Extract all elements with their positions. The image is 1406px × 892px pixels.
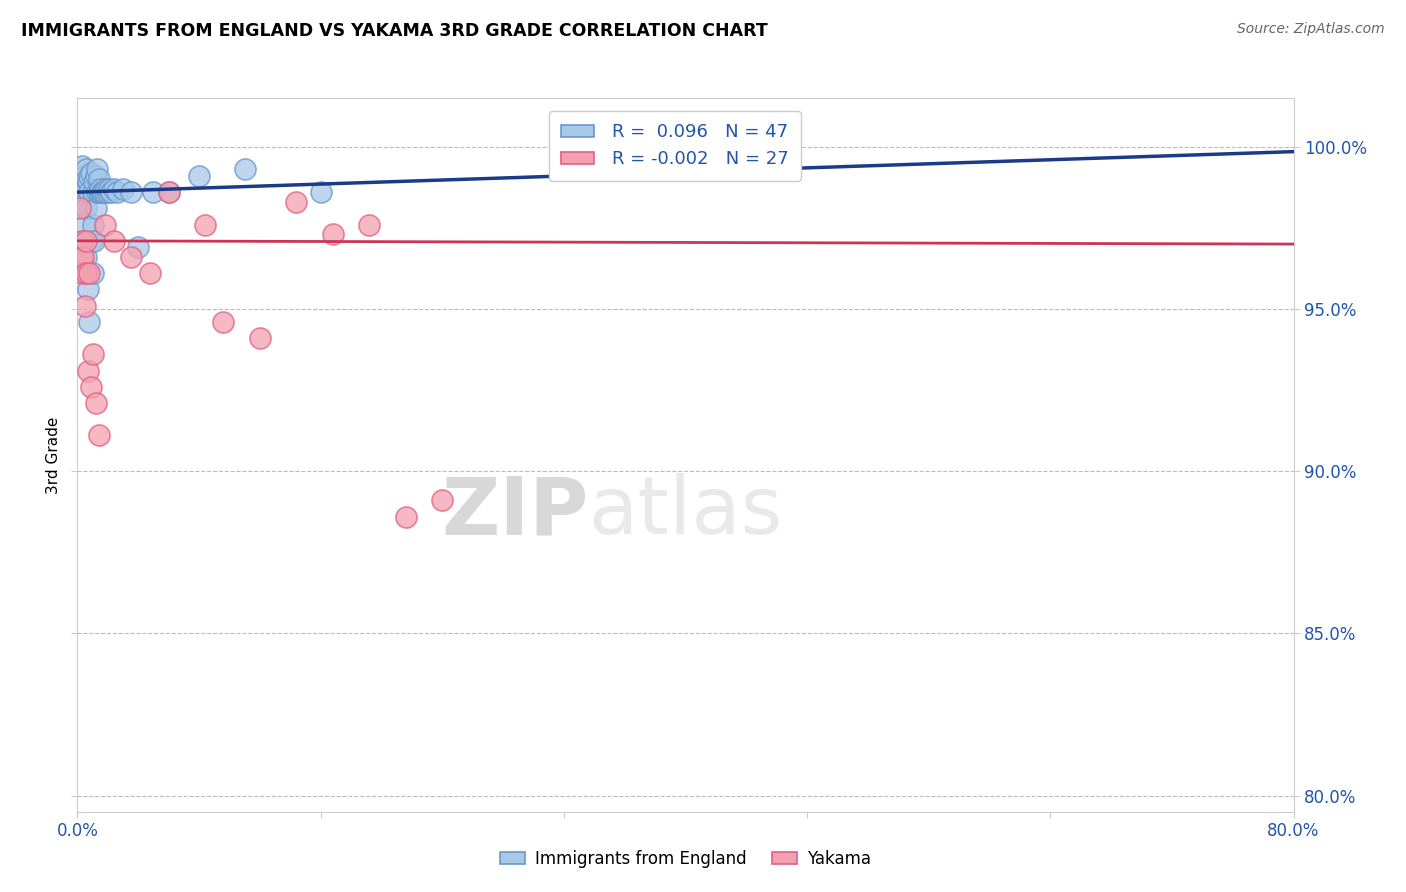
Point [120, 185, 142, 199]
Point [77, 176, 100, 190]
Point [79, 266, 101, 280]
Point [87, 172, 110, 186]
Point [100, 185, 122, 199]
Point [249, 331, 271, 345]
Point [111, 182, 134, 196]
Point [87, 428, 110, 442]
Text: atlas: atlas [588, 473, 783, 551]
Text: IMMIGRANTS FROM ENGLAND VS YAKAMA 3RD GRADE CORRELATION CHART: IMMIGRANTS FROM ENGLAND VS YAKAMA 3RD GR… [21, 22, 768, 40]
Point [73, 169, 96, 183]
Point [285, 194, 308, 209]
Point [89, 185, 111, 199]
Point [70, 198, 93, 212]
Point [233, 162, 256, 177]
Point [127, 240, 149, 254]
Point [93, 185, 115, 199]
Point [103, 182, 125, 196]
Point [79, 169, 101, 183]
Point [79, 185, 101, 199]
Point [73, 218, 96, 232]
Point [120, 250, 142, 264]
Point [72, 250, 94, 264]
Point [75, 234, 97, 248]
Point [96, 182, 118, 196]
Point [87, 185, 110, 199]
Point [75, 162, 97, 177]
Point [322, 227, 344, 242]
Point [90, 185, 112, 199]
Point [79, 315, 101, 329]
Point [89, 182, 111, 196]
Point [103, 234, 125, 248]
Point [80, 380, 103, 394]
Legend: Immigrants from England, Yakama: Immigrants from England, Yakama [494, 844, 877, 875]
Point [188, 169, 211, 183]
Point [70, 234, 93, 248]
Point [359, 218, 381, 232]
Text: Source: ZipAtlas.com: Source: ZipAtlas.com [1237, 22, 1385, 37]
Point [97, 185, 120, 199]
Point [93, 218, 115, 232]
Y-axis label: 3rd Grade: 3rd Grade [45, 417, 60, 493]
Point [309, 185, 332, 199]
Point [82, 185, 104, 199]
Point [70, 188, 93, 202]
Point [70, 159, 93, 173]
Point [86, 185, 108, 199]
Point [80, 234, 103, 248]
Point [84, 169, 107, 183]
Point [212, 315, 235, 329]
Text: ZIP: ZIP [441, 473, 588, 551]
Point [73, 299, 96, 313]
Point [430, 493, 453, 508]
Point [75, 266, 97, 280]
Point [139, 266, 162, 280]
Point [194, 218, 217, 232]
Point [82, 218, 104, 232]
Point [82, 347, 104, 361]
Point [644, 143, 666, 157]
Point [84, 202, 107, 216]
Point [80, 166, 103, 180]
Point [83, 176, 105, 190]
Point [69, 202, 91, 216]
Point [105, 185, 128, 199]
Point [70, 250, 93, 264]
Point [98, 182, 121, 196]
Point [91, 185, 114, 199]
Point [84, 396, 107, 410]
Point [86, 162, 108, 177]
Point [157, 185, 180, 199]
Point [70, 176, 93, 190]
Point [77, 363, 100, 377]
Point [157, 185, 180, 199]
Point [75, 202, 97, 216]
Point [77, 283, 100, 297]
Point [83, 234, 105, 248]
Point [75, 250, 97, 264]
Point [82, 266, 104, 280]
Point [395, 509, 418, 524]
Point [142, 185, 165, 199]
Point [70, 266, 93, 280]
